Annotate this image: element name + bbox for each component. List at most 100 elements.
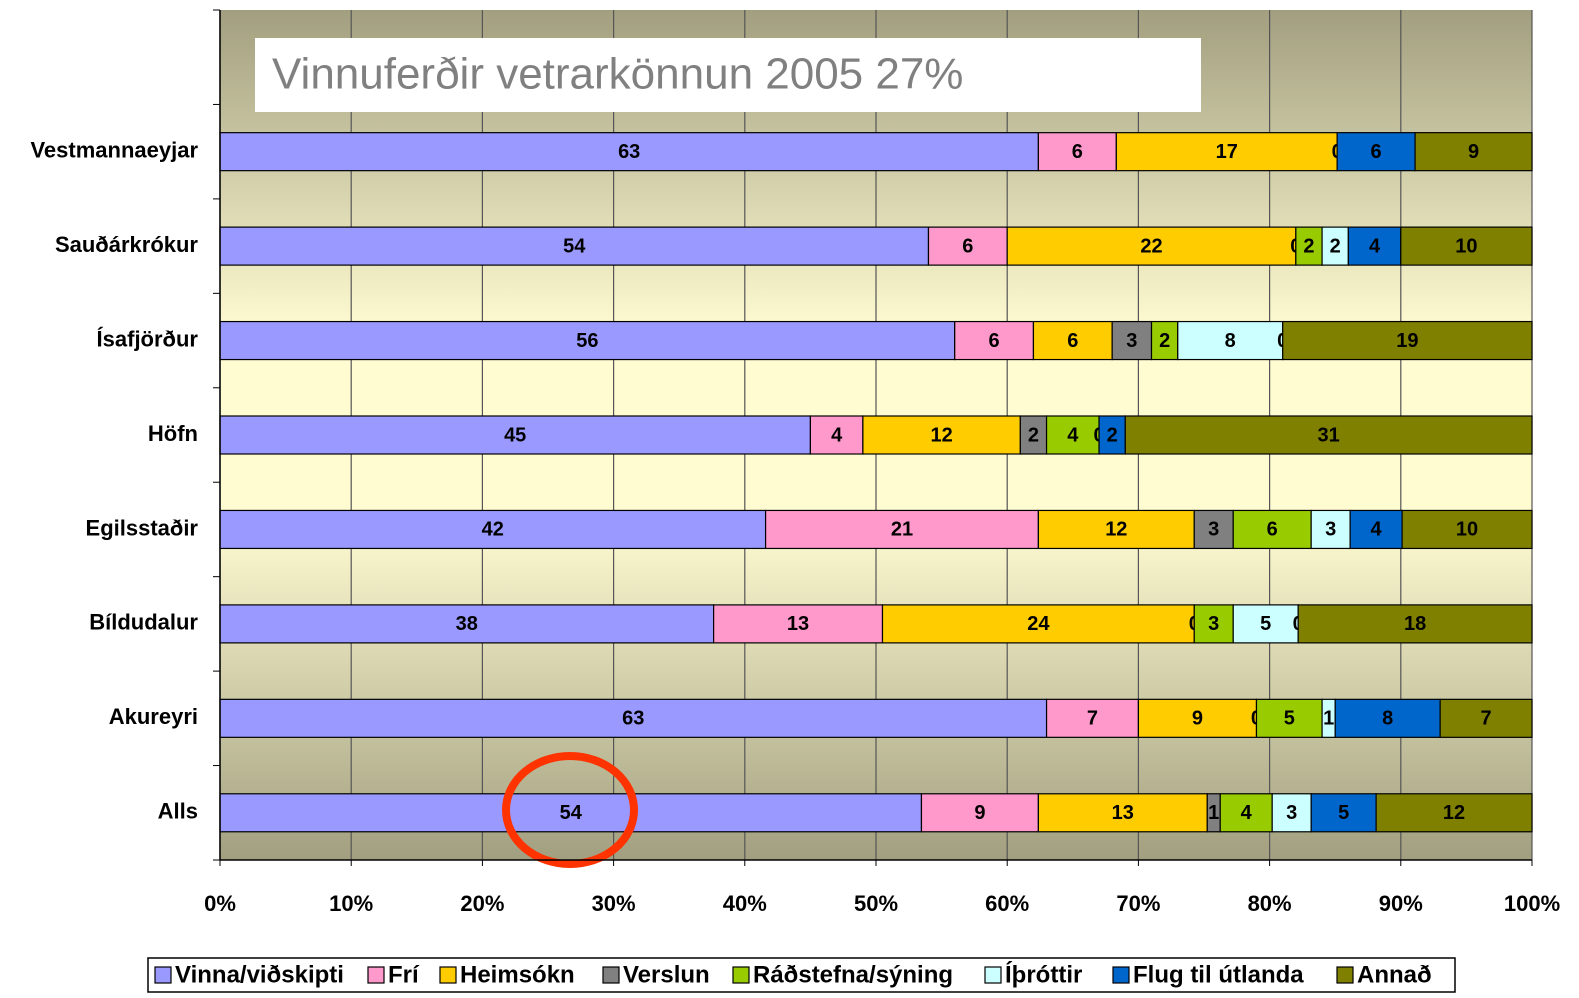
legend-label: Heimsókn <box>460 961 575 988</box>
data-label: 5 <box>1338 802 1349 824</box>
bar-segment <box>1115 132 1338 172</box>
data-label: 9 <box>974 802 985 824</box>
x-tick-label: 80% <box>1248 891 1292 916</box>
data-label: 2 <box>1330 235 1341 257</box>
bar-segment <box>1336 132 1416 172</box>
data-label: 54 <box>563 235 586 257</box>
data-label: 4 <box>1067 424 1079 446</box>
highlight-circle <box>502 752 638 868</box>
data-label: 4 <box>1371 519 1383 541</box>
bar-segment <box>1401 509 1533 550</box>
bar-segment <box>1232 604 1299 644</box>
data-label: 2 <box>1028 424 1039 446</box>
bar-segment <box>1124 415 1533 455</box>
data-label: 42 <box>482 519 504 541</box>
legend-swatch <box>602 966 620 984</box>
data-label: 13 <box>1112 802 1134 824</box>
bar-segment <box>809 415 864 455</box>
bar-segment <box>764 509 1039 550</box>
data-label: 24 <box>1027 613 1050 635</box>
data-label: 2 <box>1159 330 1170 352</box>
legend-label: Ráðstefna/sýning <box>753 961 953 988</box>
legend-swatch <box>439 966 457 984</box>
bar-segment <box>1098 415 1126 455</box>
data-label: 17 <box>1216 141 1238 163</box>
bar-segment <box>1271 793 1312 833</box>
data-label: 5 <box>1284 708 1295 730</box>
bar-segment <box>1006 226 1297 266</box>
legend-swatch <box>984 966 1002 984</box>
data-label: 2 <box>1303 235 1314 257</box>
data-label: 6 <box>1267 519 1278 541</box>
data-label: 4 <box>1241 802 1253 824</box>
bar-segment <box>1349 509 1403 550</box>
data-label: 3 <box>1286 802 1297 824</box>
y-tick-label: Vestmannaeyjar <box>30 137 198 162</box>
x-tick-label: 30% <box>592 891 636 916</box>
x-tick-label: 70% <box>1116 891 1160 916</box>
data-label: 3 <box>1208 519 1219 541</box>
bar-segment <box>1111 320 1153 361</box>
legend <box>147 957 1456 993</box>
data-label: 13 <box>787 613 809 635</box>
chart-title: Vinnuferðir vetrarkönnun 2005 27% <box>272 50 963 99</box>
bar-segment <box>1045 698 1140 738</box>
legend-label: Flug til útlanda <box>1133 961 1304 988</box>
y-tick-label: Alls <box>158 799 198 824</box>
legend-label: Frí <box>388 961 420 988</box>
data-label: 2 <box>1107 424 1118 446</box>
bar-segment <box>219 320 956 361</box>
data-label: 9 <box>1192 708 1203 730</box>
bar-segment <box>1255 698 1323 738</box>
legend-swatch <box>154 966 172 984</box>
data-label: 6 <box>962 235 973 257</box>
bar-segment <box>954 320 1035 361</box>
bar-segment <box>1045 415 1100 455</box>
data-label: 54 <box>560 802 583 824</box>
x-tick-label: 50% <box>854 891 898 916</box>
title-box <box>255 38 1201 112</box>
bar-segment <box>1037 509 1195 550</box>
x-tick-label: 40% <box>723 891 767 916</box>
legend-label: Íþróttir <box>1005 960 1082 988</box>
legend-label: Annað <box>1357 961 1432 988</box>
data-label: 10 <box>1456 519 1478 541</box>
data-label: 18 <box>1404 613 1426 635</box>
data-label: 22 <box>1140 235 1162 257</box>
y-tick-label: Egilsstaðir <box>86 515 199 540</box>
bar-segment <box>1400 226 1533 266</box>
data-label: 21 <box>891 519 913 541</box>
bar-segment <box>1297 604 1533 644</box>
data-label: 31 <box>1318 424 1340 446</box>
bar-segment <box>1032 320 1113 361</box>
data-label: 10 <box>1455 235 1477 257</box>
bar-segment <box>1037 793 1208 833</box>
data-label: 12 <box>930 424 952 446</box>
y-tick-label: Sauðárkrókur <box>55 232 198 257</box>
data-label: 6 <box>1067 330 1078 352</box>
data-label: 9 <box>1468 141 1479 163</box>
bar-segment <box>219 509 767 550</box>
data-label: 6 <box>1072 141 1083 163</box>
data-label: 12 <box>1443 802 1465 824</box>
data-label: 19 <box>1396 330 1418 352</box>
bar-segment <box>1334 698 1441 738</box>
y-tick-label: Bíldudalur <box>89 610 198 635</box>
x-tick-label: 20% <box>460 891 504 916</box>
y-tick-label: Höfn <box>148 421 198 446</box>
bar-segment <box>219 793 923 833</box>
data-label: 63 <box>618 141 640 163</box>
bar-segment <box>219 226 930 266</box>
data-label: 3 <box>1208 613 1219 635</box>
bar-segment <box>1193 604 1234 644</box>
data-label: 3 <box>1325 519 1336 541</box>
data-label: 1 <box>1208 802 1219 824</box>
data-label: 63 <box>622 708 644 730</box>
data-label: 7 <box>1087 708 1098 730</box>
y-tick-label: Ísafjörður <box>97 326 199 351</box>
y-tick-label: Akureyri <box>109 704 198 729</box>
x-tick-label: 10% <box>329 891 373 916</box>
bar-segment <box>219 415 812 455</box>
bar-segment <box>1375 793 1533 833</box>
data-label: 7 <box>1481 708 1492 730</box>
